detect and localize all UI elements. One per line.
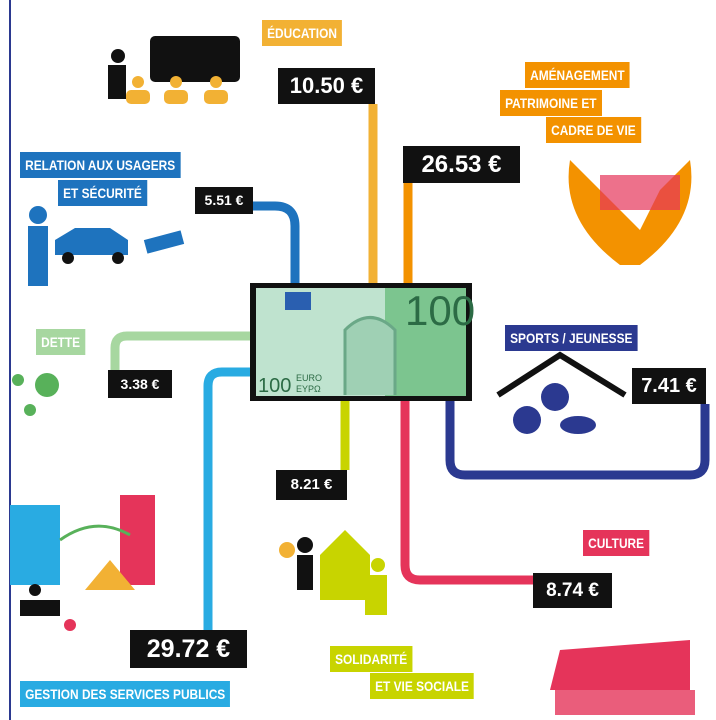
amount: 5.51 €	[195, 187, 253, 214]
label: GESTION DES SERVICES PUBLICS	[20, 681, 230, 707]
amount: 8.21 €	[276, 470, 347, 500]
banknote: 100 100 EURO ΕΥΡΩ	[250, 283, 475, 401]
banknote-currency: EURO	[296, 373, 322, 383]
amount: 8.74 €	[533, 573, 612, 608]
infographic: 100 100 EURO ΕΥΡΩ ÉDUCATION 10.50 € AMÉN…	[0, 0, 716, 720]
label: AMÉNAGEMENT	[525, 62, 630, 88]
amount: 10.50 €	[278, 68, 375, 104]
label: ET VIE SOCIALE	[370, 673, 474, 699]
label: RELATION AUX USAGERS	[20, 152, 180, 178]
amount: 3.38 €	[108, 370, 172, 398]
label: PATRIMOINE ET	[500, 90, 602, 116]
label: SOLIDARITÉ	[330, 646, 412, 672]
label: ÉDUCATION	[262, 20, 342, 46]
label: ET SÉCURITÉ	[58, 180, 147, 206]
label: SPORTS / JEUNESSE	[505, 325, 638, 351]
amount: 26.53 €	[403, 146, 520, 183]
graphics: 100 100 EURO ΕΥΡΩ	[0, 0, 716, 720]
banknote-corner: 100	[258, 375, 291, 397]
amount: 29.72 €	[130, 630, 247, 668]
banknote-currency: ΕΥΡΩ	[296, 384, 321, 394]
label: DETTE	[36, 329, 85, 355]
banknote-value: 100	[405, 287, 475, 334]
amount: 7.41 €	[632, 368, 706, 404]
label: CULTURE	[583, 530, 649, 556]
label: CADRE DE VIE	[546, 117, 641, 143]
